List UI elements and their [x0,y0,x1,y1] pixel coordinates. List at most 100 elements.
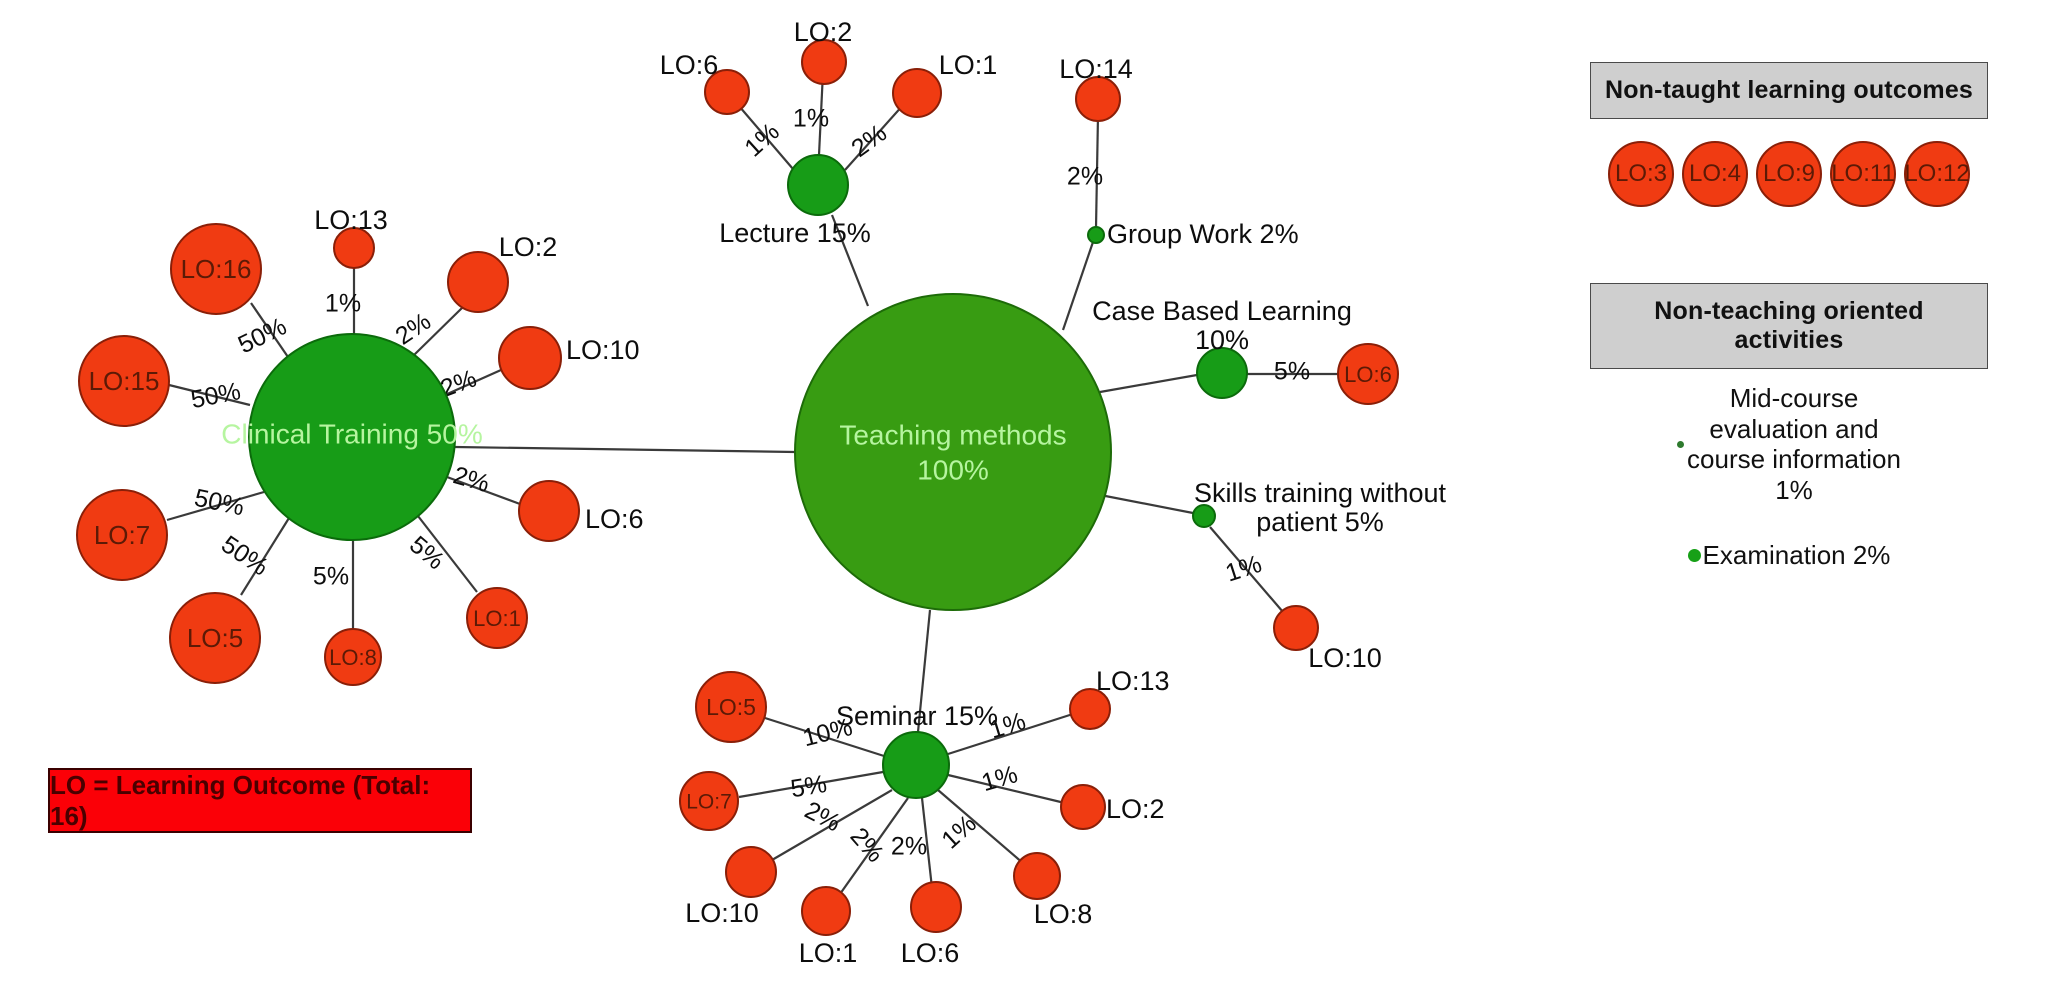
node-seminar[interactable]: Seminar 15% [836,701,998,799]
node-lo13-seminar[interactable]: LO:13 [1069,666,1170,730]
node-lo15-clinical[interactable]: LO:15 [78,335,170,427]
method-circle[interactable] [1196,347,1248,399]
node-lo2-clinical[interactable]: LO:2 [447,232,558,313]
lo-circle[interactable] [1075,76,1121,122]
edges-other [1094,114,1338,613]
legend-lo-chip[interactable]: LO:11 [1830,141,1896,207]
edge-root-cbl [1099,373,1198,394]
node-teaching-methods-root[interactable]: Teaching methods 100% [794,293,1112,611]
method-label-line2: 10% [1195,325,1249,355]
activity-item-mid-course[interactable]: Mid-course evaluation and course informa… [1590,383,1988,506]
lo-circle[interactable] [1069,688,1111,730]
node-lo7-seminar[interactable]: LO:7 [679,771,739,831]
node-lo1-seminar[interactable]: LO:1 [799,886,858,968]
node-lecture[interactable]: Lecture 15% [719,154,871,248]
node-lo8-clinical[interactable]: LO:8 [324,628,382,686]
lo-label: LO:2 [499,232,558,262]
legend-non-taught-chips: LO:3 LO:4 LO:9 LO:11 LO:12 [1590,141,1988,207]
lo-circle[interactable] [801,39,847,85]
lo-circle[interactable] [679,771,739,831]
node-lo5-clinical[interactable]: LO:5 [169,592,261,684]
node-clinical-training[interactable]: Clinical Training 50% [221,333,483,541]
edge-label-clinical-lo16: 50% [234,312,291,359]
lo-circle[interactable] [76,489,168,581]
legend-lo-chip[interactable]: LO:12 [1904,141,1970,207]
lo-circle[interactable] [169,592,261,684]
legend-lo-chip[interactable]: LO:4 [1682,141,1748,207]
lo-circle[interactable] [704,69,750,115]
edge-seminar-lo2 [947,773,1070,806]
node-lo6-lecture[interactable]: LO:6 [660,50,750,115]
method-circle[interactable] [882,731,950,799]
lo-label: LO:16 [181,254,252,284]
legend-lo-chip[interactable]: LO:9 [1756,141,1822,207]
edge-label-clinical-lo1: 5% [404,531,450,576]
lo-circle[interactable] [892,68,942,118]
edge-clinical-lo7 [166,490,265,522]
legend-non-teaching-title: Non-teaching oriented activities [1590,283,1988,369]
node-lo10-skills[interactable]: LO:10 [1273,605,1382,673]
method-circle[interactable] [787,154,849,216]
edge-label-cbl-lo6: 5% [1274,358,1310,386]
activity-item-examination[interactable]: Examination 2% [1590,540,1988,571]
method-circle[interactable] [248,333,456,541]
legend-lo-chip[interactable]: LO:3 [1608,141,1674,207]
legend-non-taught-panel: Non-taught learning outcomes LO:3 LO:4 L… [1590,62,1988,207]
lo-circle[interactable] [801,886,851,936]
node-lo10-seminar[interactable]: LO:10 [685,846,777,928]
lo-circle[interactable] [324,628,382,686]
lo-circle[interactable] [78,335,170,427]
edge-label-seminar-lo8: 1% [936,809,982,854]
edge-skills-lo10 [1209,526,1284,613]
method-label: Clinical Training 50% [221,418,482,449]
node-lo10-clinical[interactable]: LO:10 [498,326,640,390]
node-group-work[interactable]: Group Work 2% [1087,219,1299,249]
edge-lecture-lo2 [817,71,825,156]
edge-label-clinical-lo8: 5% [313,563,349,591]
lo-label: LO:5 [706,694,756,720]
node-lo1-lecture[interactable]: LO:1 [892,50,997,118]
edge-label-groupwork-lo14: 2% [1067,163,1103,191]
node-lo7-clinical[interactable]: LO:7 [76,489,168,581]
method-label-line1: Case Based Learning [1092,296,1352,326]
legend-non-teaching-panel: Non-teaching oriented activities Mid-cou… [1590,283,1988,570]
lo-circle[interactable] [518,480,580,542]
edge-lecture-lo1 [844,103,905,171]
lo-label: LO:5 [187,623,243,653]
node-lo6-clinical[interactable]: LO:6 [518,480,644,542]
edges-clinical [166,268,521,629]
node-lo14-groupwork[interactable]: LO:14 [1059,54,1133,122]
method-circle[interactable] [1087,226,1105,244]
node-lo5-seminar[interactable]: LO:5 [695,671,767,743]
edge-label-lecture-lo6: 1% [739,117,785,162]
node-lo1-clinical[interactable]: LO:1 [466,587,528,649]
lo-circle[interactable] [695,671,767,743]
node-skills-training[interactable]: Skills training without patient 5% [1192,478,1447,537]
lo-circle[interactable] [1060,784,1106,830]
root-circle[interactable] [794,293,1112,611]
lo-label: LO:6 [1344,362,1392,387]
lo-circle[interactable] [498,326,562,390]
node-lo2-lecture[interactable]: LO:2 [794,17,853,85]
lo-circle[interactable] [910,881,962,933]
node-case-based-learning[interactable]: Case Based Learning 10% [1092,296,1352,399]
lo-circle[interactable] [1337,343,1399,405]
lo-circle[interactable] [725,846,777,898]
node-lo2-seminar[interactable]: LO:2 [1060,784,1165,830]
edges-root [454,214,1198,733]
lo-circle[interactable] [170,223,262,315]
lo-circle[interactable] [333,227,375,269]
method-circle[interactable] [1192,504,1216,528]
method-label: Lecture 15% [719,218,871,248]
node-lo6-cbl[interactable]: LO:6 [1337,343,1399,405]
node-lo6-seminar[interactable]: LO:6 [901,881,962,968]
node-lo16-clinical[interactable]: LO:16 [170,223,262,315]
lo-circle[interactable] [466,587,528,649]
node-lo8-seminar[interactable]: LO:8 [1013,852,1092,929]
lo-circle[interactable] [447,251,509,313]
lo-circle[interactable] [1013,852,1061,900]
method-label-line1: Skills training without [1194,478,1447,508]
node-lo13-clinical[interactable]: LO:13 [314,205,388,269]
lo-circle[interactable] [1273,605,1319,651]
bullet-dot-icon [1687,548,1701,562]
